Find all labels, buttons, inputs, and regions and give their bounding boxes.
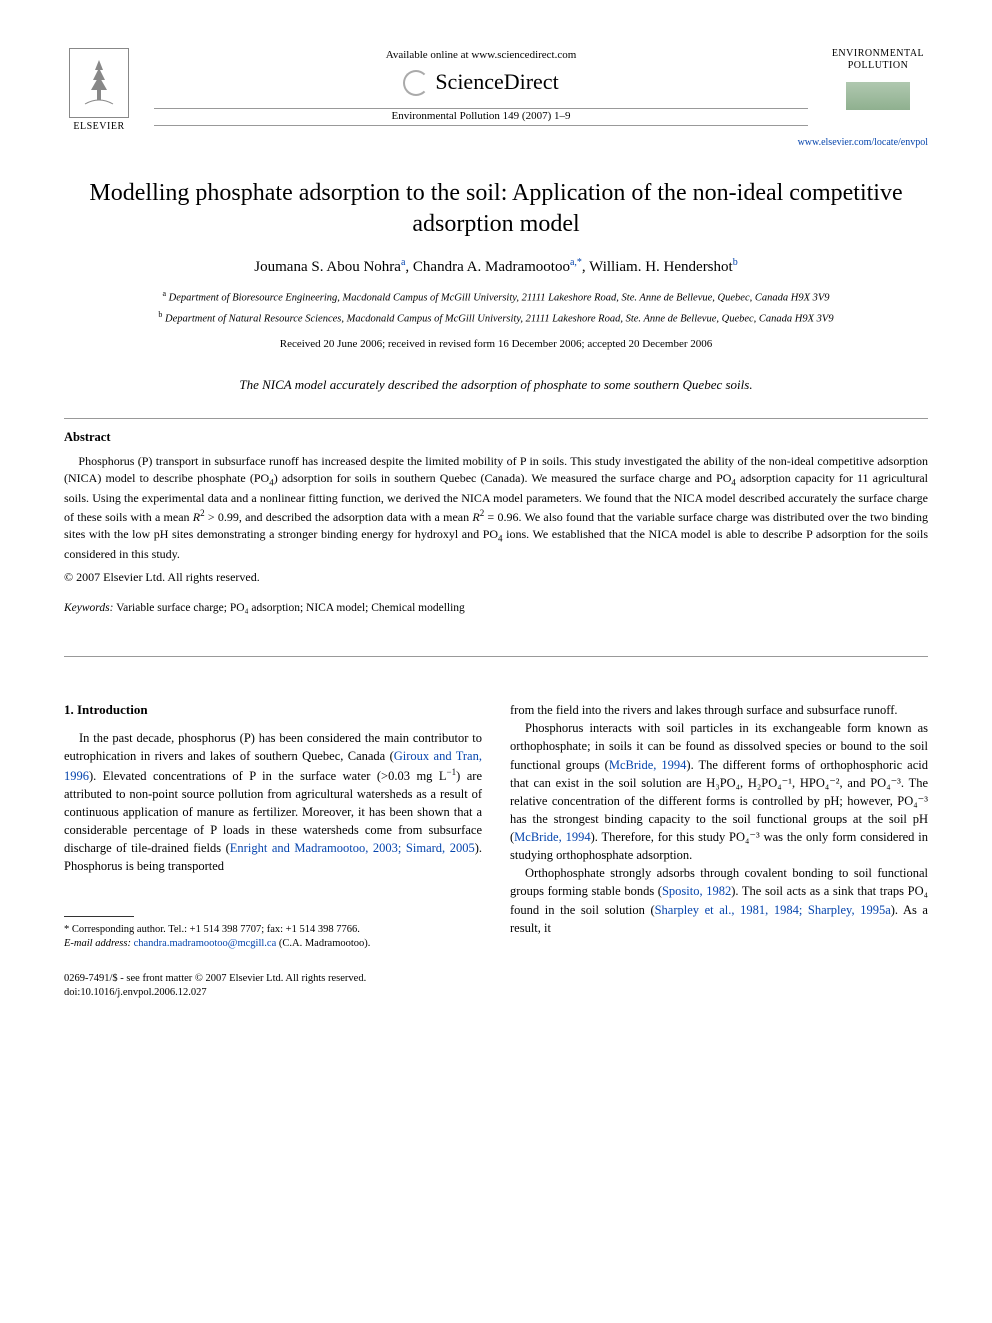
sciencedirect-text: ScienceDirect [435, 67, 558, 98]
ref-sposito-1982[interactable]: Sposito, 1982 [662, 884, 731, 898]
sciencedirect-logo: ScienceDirect [154, 67, 808, 98]
author-2-aff-link[interactable]: a,* [570, 257, 582, 268]
keywords-text: Variable surface charge; PO₄ adsorption;… [113, 602, 464, 614]
footnote-email-owner: (C.A. Madramootoo). [276, 938, 370, 949]
article-dates: Received 20 June 2006; received in revis… [64, 337, 928, 352]
intro-paragraph-1-cont: from the field into the rivers and lakes… [510, 701, 928, 719]
journal-homepage-link[interactable]: www.elsevier.com/locate/envpol [64, 136, 928, 150]
affiliation-a-text: Department of Bioresource Engineering, M… [169, 293, 830, 304]
intro-paragraph-2: Phosphorus interacts with soil particles… [510, 719, 928, 864]
intro-paragraph-3: Orthophosphate strongly adsorbs through … [510, 864, 928, 937]
ref-mcbride-1994b[interactable]: McBride, 1994 [514, 830, 590, 844]
page-container: ELSEVIER Available online at www.science… [0, 0, 992, 1039]
abstract-top-rule [64, 418, 928, 419]
body-columns: 1. Introduction In the past decade, phos… [64, 701, 928, 952]
ref-sharpley[interactable]: Sharpley et al., 1981, 1984; Sharpley, 1… [655, 903, 891, 917]
abstract-heading: Abstract [64, 429, 928, 447]
affiliation-a-sup: a [162, 289, 166, 298]
affiliation-b-text: Department of Natural Resource Sciences,… [165, 313, 834, 324]
affiliation-b: b Department of Natural Resource Science… [64, 309, 928, 327]
article-title: Modelling phosphate adsorption to the so… [64, 178, 928, 240]
footer-issn-line: 0269-7491/$ - see front matter © 2007 El… [64, 972, 928, 986]
elsevier-logo: ELSEVIER [64, 48, 134, 134]
intro-paragraph-1: In the past decade, phosphorus (P) has b… [64, 729, 482, 875]
journal-cover-title: ENVIRONMENTAL POLLUTION [828, 48, 928, 72]
author-list: Joumana S. Abou Nohraa, Chandra A. Madra… [64, 256, 928, 278]
corresponding-author-footnote: * Corresponding author. Tel.: +1 514 398… [64, 923, 482, 952]
cover-line2: POLLUTION [848, 60, 909, 71]
right-column: from the field into the rivers and lakes… [510, 701, 928, 952]
header-rule-below-ref [154, 125, 808, 126]
footnote-tel-fax: * Corresponding author. Tel.: +1 514 398… [64, 923, 482, 938]
journal-cover: ENVIRONMENTAL POLLUTION [828, 48, 928, 110]
author-2: Chandra A. Madramootooa,* [413, 259, 582, 275]
ref-mcbride-1994a[interactable]: McBride, 1994 [609, 758, 687, 772]
footer-doi-line: doi:10.1016/j.envpol.2006.12.027 [64, 986, 928, 1000]
sciencedirect-swoosh-icon [403, 70, 429, 96]
center-header: Available online at www.sciencedirect.co… [134, 48, 828, 126]
keywords-label: Keywords: [64, 602, 113, 614]
affiliation-a: a Department of Bioresource Engineering,… [64, 288, 928, 306]
footnote-email-link[interactable]: chandra.madramootoo@mcgill.ca [134, 938, 277, 949]
elsevier-tree-icon [69, 48, 129, 118]
affiliation-b-sup: b [158, 310, 162, 319]
author-1: Joumana S. Abou Nohraa [254, 259, 405, 275]
author-1-aff-link[interactable]: a [401, 257, 405, 268]
footnote-email-label: E-mail address: [64, 938, 131, 949]
abstract-copyright: © 2007 Elsevier Ltd. All rights reserved… [64, 569, 928, 586]
abstract-paragraph: Phosphorus (P) transport in subsurface r… [64, 453, 928, 563]
journal-reference: Environmental Pollution 149 (2007) 1–9 [154, 109, 808, 124]
abstract-bottom-rule [64, 656, 928, 657]
cover-line1: ENVIRONMENTAL [832, 48, 924, 59]
header-top-row: ELSEVIER Available online at www.science… [64, 48, 928, 134]
author-3: William. H. Hendershotb [589, 259, 738, 275]
footer-meta: 0269-7491/$ - see front matter © 2007 El… [64, 972, 928, 999]
journal-cover-image [846, 82, 910, 110]
available-online-text: Available online at www.sciencedirect.co… [154, 48, 808, 63]
journal-homepage-anchor[interactable]: www.elsevier.com/locate/envpol [798, 137, 928, 148]
highlight-callout: The NICA model accurately described the … [64, 376, 928, 394]
keywords: Keywords: Variable surface charge; PO₄ a… [64, 600, 928, 616]
author-3-aff-link[interactable]: b [733, 257, 738, 268]
introduction-heading: 1. Introduction [64, 701, 482, 719]
left-column: 1. Introduction In the past decade, phos… [64, 701, 482, 952]
footnote-email-line: E-mail address: chandra.madramootoo@mcgi… [64, 937, 482, 952]
header: ELSEVIER Available online at www.science… [64, 48, 928, 150]
footnote-rule [64, 916, 134, 917]
elsevier-label: ELSEVIER [64, 120, 134, 134]
ref-enright-simard[interactable]: Enright and Madramootoo, 2003; Simard, 2… [230, 841, 475, 855]
